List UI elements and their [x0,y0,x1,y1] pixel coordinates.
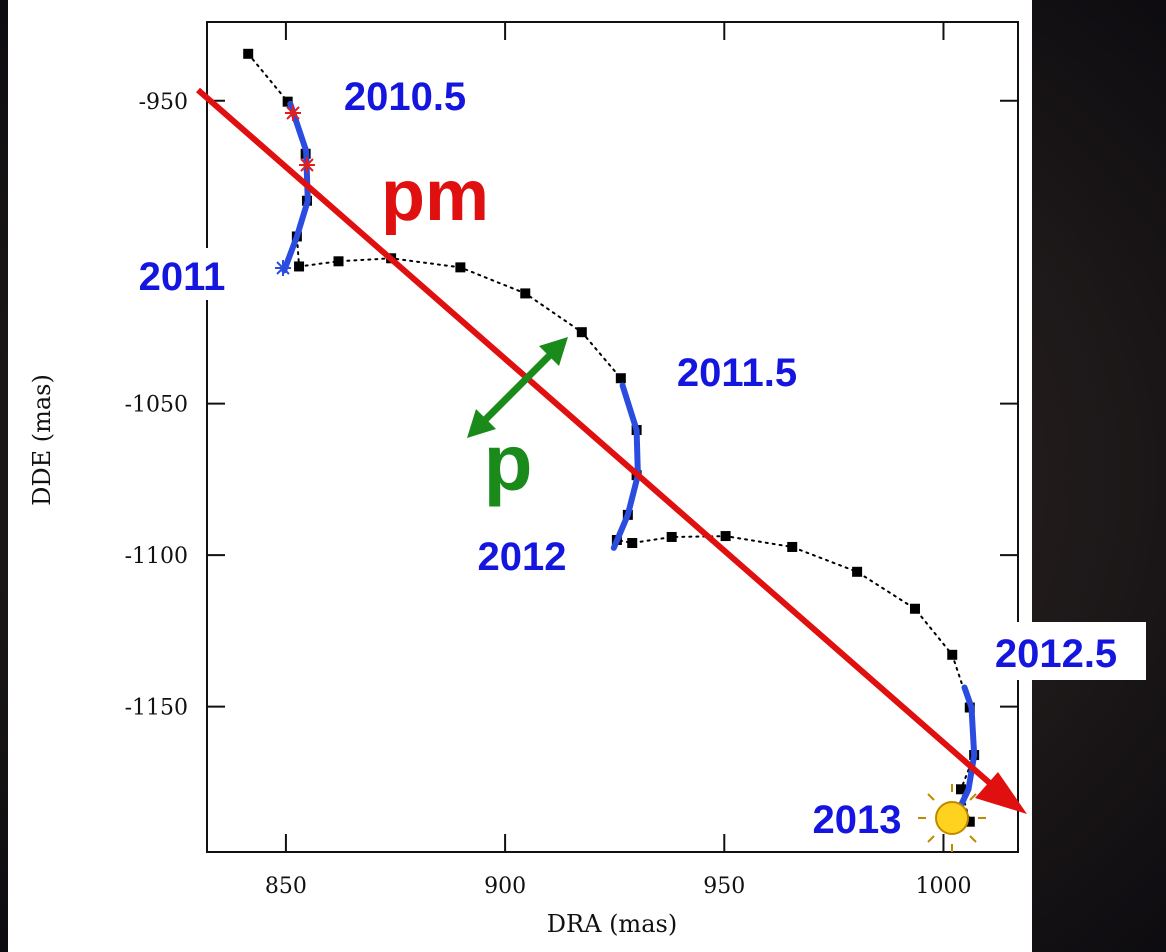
x-tick-label: 1000 [915,874,971,899]
y-tick-label: -1100 [125,544,188,569]
position-point [455,262,465,272]
position-point [577,327,587,337]
y-tick-label: -1150 [125,696,188,721]
position-point [334,256,344,266]
position-point [721,531,731,541]
epoch-label: 2012.5 [995,632,1117,676]
position-point [616,373,626,383]
x-axis-label: DRA (mas) [547,910,677,938]
epoch-marker [275,260,291,276]
x-tick-label: 950 [703,874,745,899]
epoch-label: 2013 [813,798,902,842]
epoch-label: 2011 [139,255,226,299]
position-point [520,288,530,298]
position-point [910,604,920,614]
x-tick-label: 850 [265,874,307,899]
y-tick-label: -950 [139,90,188,115]
y-tick-label: -1050 [125,393,188,418]
position-point [852,567,862,577]
position-point [787,542,797,552]
chart: 2010.5 2011 2011.5 2012 2012.5 2013 pm p… [0,0,1166,952]
position-point [627,538,637,548]
x-tick-label: 900 [484,874,526,899]
epoch-label: 2011.5 [677,351,797,395]
position-point [243,49,253,59]
epoch-label: 2012 [478,535,567,579]
epoch-label: 2010.5 [344,75,466,119]
position-point [294,261,304,271]
pm-label: pm [381,156,489,236]
position-point [667,532,677,542]
position-point [947,650,957,660]
p-label: p [484,418,533,507]
y-axis-label: DDE (mas) [28,374,56,506]
